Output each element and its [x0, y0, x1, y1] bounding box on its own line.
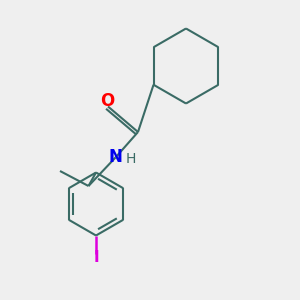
Text: N: N — [109, 148, 122, 166]
Text: O: O — [100, 92, 114, 110]
Text: H: H — [126, 152, 136, 166]
Text: I: I — [93, 250, 99, 265]
